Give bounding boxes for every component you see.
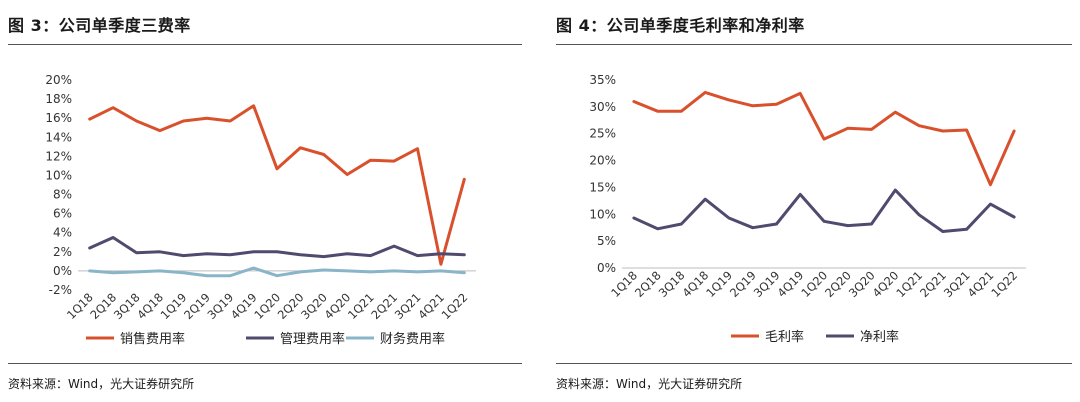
y-tick-label: 20% [589, 154, 616, 168]
y-tick-label: -2% [49, 283, 72, 297]
y-tick-label: 25% [589, 127, 616, 141]
x-tick-label: 1Q22 [439, 290, 471, 322]
x-tick-label: 4Q18 [134, 290, 166, 322]
x-tick-label: 1Q22 [988, 268, 1020, 300]
series-line-1 [632, 188, 1016, 233]
chart-expense-ratios: -2%0%2%4%6%8%10%12%14%16%18%20%1Q182Q183… [45, 73, 476, 347]
chart-margins: 0%5%10%15%20%25%30%35%1Q182Q183Q184Q181Q… [589, 73, 1026, 345]
y-tick-label: 16% [45, 111, 72, 125]
x-tick-label: 3Q20 [298, 290, 330, 322]
y-tick-label: 20% [45, 73, 72, 87]
y-tick-label: 30% [589, 100, 616, 114]
x-tick-label: 3Q19 [204, 290, 236, 322]
x-tick-label: 2Q21 [917, 268, 949, 300]
x-tick-label: 4Q21 [965, 268, 997, 300]
x-tick-label: 4Q19 [775, 268, 807, 300]
x-tick-label: 3Q18 [111, 290, 143, 322]
x-tick-label: 1Q19 [158, 290, 190, 322]
x-tick-label: 2Q19 [181, 290, 213, 322]
x-tick-label: 3Q21 [941, 268, 973, 300]
y-tick-label: 5% [597, 234, 616, 248]
figure-title: 图 4：公司单季度毛利率和净利率 [556, 16, 805, 35]
x-tick-label: 4Q19 [228, 290, 260, 322]
x-tick-label: 4Q20 [870, 268, 902, 300]
source-rule [556, 363, 1072, 364]
source-rule [8, 363, 522, 364]
x-tick-label: 4Q18 [679, 268, 711, 300]
y-tick-label: 10% [589, 207, 616, 221]
legend-label: 销售费用率 [120, 331, 185, 347]
x-tick-label: 4Q21 [415, 290, 447, 322]
title-rule [8, 44, 522, 45]
figure-4-panel: 图 4：公司单季度毛利率和净利率 0% 5% 10% 15% 20% 25% 30% 35% 1… [556, 0, 1072, 402]
legend-label: 毛利率 [765, 329, 804, 345]
source-note: 资料来源：Wind，光大证券研究所 [556, 377, 743, 391]
series-line-0 [632, 90, 1016, 187]
x-tick-label: 3Q19 [751, 268, 783, 300]
x-tick-label: 1Q20 [251, 290, 283, 322]
series-line-1 [88, 236, 466, 259]
figure-3-panel: 图 3：公司单季度三费率 -2% 0% 2% 4% 6% 8% 10% 12% 14% 16% 18… [8, 0, 522, 402]
x-tick-label: 2Q18 [87, 290, 119, 322]
x-tick-label: 1Q19 [703, 268, 735, 300]
legend-label: 净利率 [860, 329, 899, 345]
y-tick-label: 15% [589, 180, 616, 194]
x-tick-label: 3Q20 [846, 268, 878, 300]
y-tick-label: 8% [53, 188, 72, 202]
y-tick-label: 6% [53, 207, 72, 221]
x-tick-label: 2Q21 [368, 290, 400, 322]
x-tick-label: 1Q21 [893, 268, 925, 300]
x-tick-label: 1Q20 [798, 268, 830, 300]
y-tick-label: 4% [53, 226, 72, 240]
x-tick-label: 4Q20 [322, 290, 354, 322]
legend-label: 财务费用率 [380, 331, 445, 347]
y-tick-label: 10% [45, 168, 72, 182]
y-tick-label: 0% [53, 264, 72, 278]
source-note: 资料来源：Wind，光大证券研究所 [8, 377, 195, 391]
legend-label: 管理费用率 [280, 331, 345, 347]
y-tick-label: 12% [45, 149, 72, 163]
x-tick-label: 3Q18 [656, 268, 688, 300]
title-rule [556, 44, 1072, 45]
y-tick-label: 14% [45, 130, 72, 144]
series-line-0 [88, 104, 466, 266]
x-tick-label: 2Q20 [822, 268, 854, 300]
x-tick-label: 2Q19 [727, 268, 759, 300]
y-tick-label: 35% [589, 73, 616, 87]
x-tick-label: 2Q20 [275, 290, 307, 322]
y-tick-label: 0% [597, 261, 616, 275]
y-tick-label: 2% [53, 245, 72, 259]
x-tick-label: 3Q21 [392, 290, 424, 322]
figure-title: 图 3：公司单季度三费率 [8, 16, 191, 35]
y-tick-label: 18% [45, 92, 72, 106]
x-tick-label: 2Q18 [632, 268, 664, 300]
series-line-2 [88, 266, 466, 278]
x-tick-label: 1Q21 [345, 290, 377, 322]
